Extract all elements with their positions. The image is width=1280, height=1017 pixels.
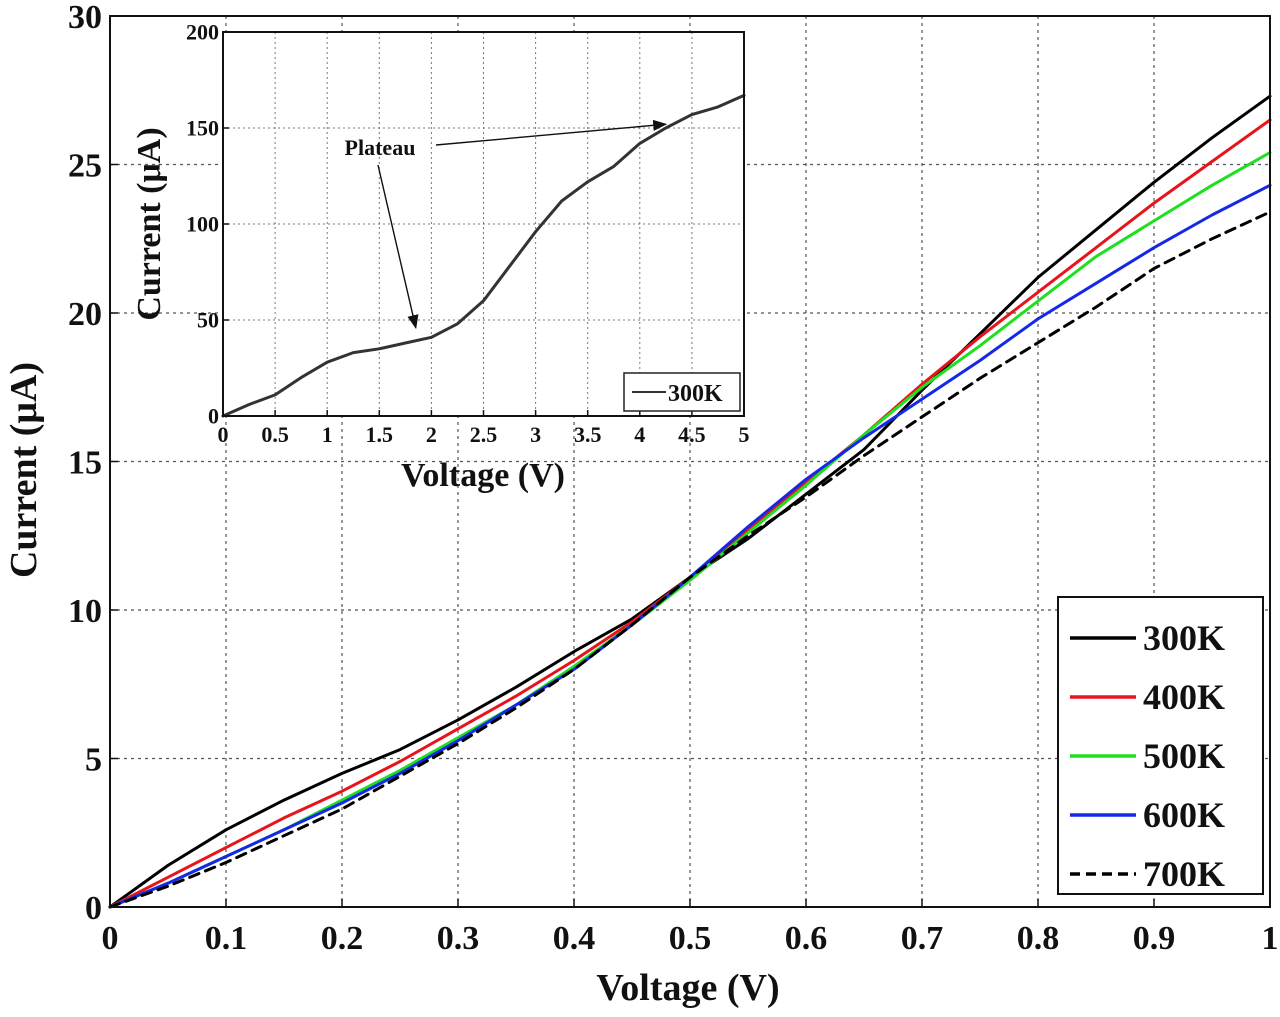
inset-x-tick-label: 0.5 [261,422,289,447]
inset-series-300K [221,93,746,418]
main-y-tick-label: 10 [68,593,102,630]
plateau-arrow [435,119,668,146]
main-x-tick-label: 0.2 [321,920,364,957]
inset-x-tick-label: 1.5 [366,422,394,447]
main-y-tick-label: 30 [68,0,102,36]
main-x-tick-label: 0.9 [1133,920,1176,957]
main-legend-label-400K: 400K [1143,677,1225,717]
inset-x-tick-label: 4 [634,422,645,447]
main-legend-box [1057,596,1264,895]
inset-plot-frame [222,31,745,417]
main-chart: 0 0.1 0.2 0.3 0.4 0.5 0.6 0.7 0.8 0.9 1 0510152025… [3,0,1279,1009]
main-y-tick-label: 0 [85,890,102,927]
main-y-tick-label: 20 [68,296,102,333]
main-y-tick-label: 15 [68,444,102,481]
main-x-tick-label: 1 [1262,920,1279,957]
inset-y-axis-label: Current (μA) [131,127,168,320]
main-x-axis-label: Voltage (V) [596,967,779,1009]
main-plot-frame [109,15,1271,908]
inset-y-tick-label: 0 [208,404,219,429]
inset-x-tick-label: 3.5 [574,422,602,447]
inset-x-axis-label: Voltage (V) [401,457,565,494]
inset-y-tick-label: 200 [186,20,219,45]
inset-y-tick-label: 100 [186,212,219,237]
main-y-tick-label: 25 [68,147,102,184]
main-legend-label-600K: 600K [1143,795,1225,835]
main-legend-label-300K: 300K [1143,618,1225,658]
inset-legend-label: 300K [668,381,723,407]
inset-x-tick-label: 4.5 [678,422,706,447]
main-y-tick-labels: 0 5 10 15 20 25 30 [68,0,102,927]
inset-y-tick-label: 50 [197,308,219,333]
main-legend-label-700K: 700K [1143,854,1225,894]
main-y-axis-label: Current (μA) [3,362,45,578]
main-x-tick-label: 0.5 [669,920,712,957]
inset-legend: 300K [623,372,741,412]
main-x-tick-label: 0.4 [553,920,596,957]
inset-chart: 0 0.5 1 1.5 2 2.5 3 3.5 4 4.5 5 0 50 100 150 200 Volta… [131,20,750,494]
main-x-tick-label: 0.1 [205,920,248,957]
main-x-tick-label: 0.3 [437,920,480,957]
inset-x-tick-label: 3 [530,422,541,447]
inset-x-tick-label: 1 [322,422,333,447]
inset-y-tick-labels: 0 50 100 150 200 [186,20,219,429]
inset-x-tick-label: 5 [739,422,750,447]
main-legend: 300K 400K 500K 600K 700K [1057,596,1264,895]
inset-x-tick-label: 0 [218,422,229,447]
main-series-group [108,94,1272,909]
plateau-label: Plateau [345,135,416,160]
inset-x-tick-label: 2 [426,422,437,447]
main-x-tick-labels: 0 0.1 0.2 0.3 0.4 0.5 0.6 0.7 0.8 0.9 1 [102,920,1279,957]
inset-y-tick-label: 150 [186,116,219,141]
main-y-tick-label: 5 [85,741,102,778]
plateau-arrow [377,164,419,330]
inset-x-tick-label: 2.5 [470,422,498,447]
main-x-tick-label: 0 [102,920,119,957]
inset-series-group [221,93,746,418]
main-series-700K [108,210,1272,909]
main-x-tick-label: 0.7 [901,920,944,957]
main-legend-label-500K: 500K [1143,736,1225,776]
main-x-tick-label: 0.8 [1017,920,1060,957]
inset-x-tick-labels: 0 0.5 1 1.5 2 2.5 3 3.5 4 4.5 5 [218,422,750,447]
main-x-tick-label: 0.6 [785,920,828,957]
plateau-annotation: Plateau [345,119,668,330]
